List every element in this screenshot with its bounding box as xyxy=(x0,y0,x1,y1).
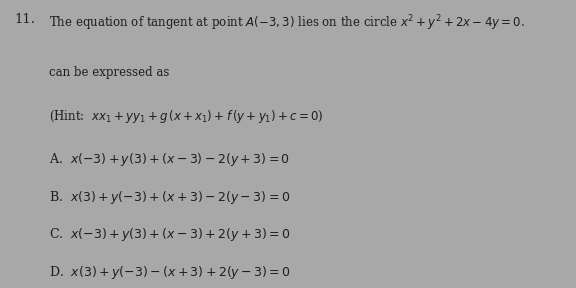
Text: The equation of tangent at point $A(-3, 3)$ lies on the circle $x^2+y^2+2x-4y=0$: The equation of tangent at point $A(-3, … xyxy=(49,13,525,33)
Text: can be expressed as: can be expressed as xyxy=(49,66,169,79)
Text: 11.: 11. xyxy=(14,13,35,26)
Text: B.  $x(3)+y(-3)+(x+3)-2(y-3)=0$: B. $x(3)+y(-3)+(x+3)-2(y-3)=0$ xyxy=(49,189,290,206)
Text: D.  $x(3)+y(-3)-(x+3)+2(y-3)=0$: D. $x(3)+y(-3)-(x+3)+2(y-3)=0$ xyxy=(49,264,291,281)
Text: (Hint:  $xx_1+yy_1+g\,(x+x_1)+f\,(y+y_1)+c=0$): (Hint: $xx_1+yy_1+g\,(x+x_1)+f\,(y+y_1)+… xyxy=(49,108,324,125)
Text: C.  $x(-3)+y(3)+(x-3)+2(y+3)=0$: C. $x(-3)+y(3)+(x-3)+2(y+3)=0$ xyxy=(49,226,290,243)
Text: A.  $x(-3)+y(3)+(x-3)-2(y+3)=0$: A. $x(-3)+y(3)+(x-3)-2(y+3)=0$ xyxy=(49,151,290,168)
